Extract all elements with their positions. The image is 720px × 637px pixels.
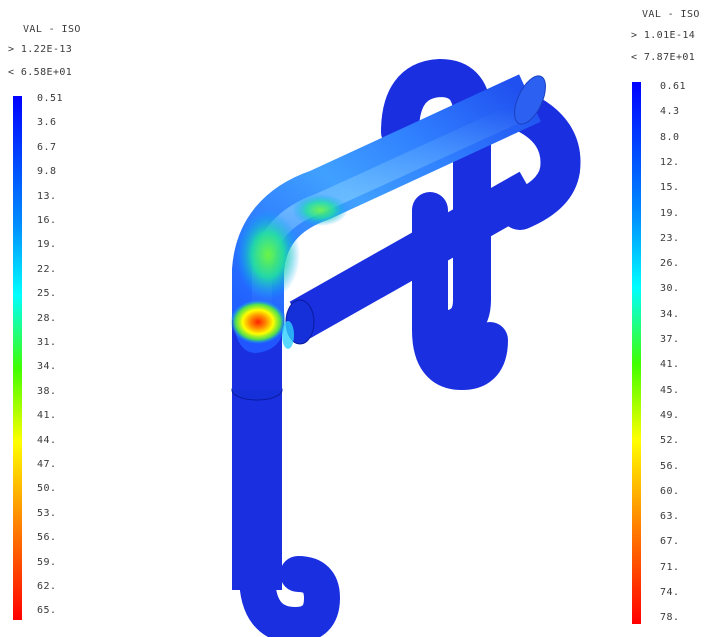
legend-tick-label: 26.: [660, 258, 680, 270]
legend-right-max: > 1.01E-14: [631, 30, 696, 41]
legend-left-max: > 1.22E-13: [8, 44, 73, 55]
legend-tick-label: 23.: [660, 232, 680, 244]
legend-tick-label: 41.: [37, 410, 57, 422]
legend-tick-label: 52.: [660, 435, 680, 447]
legend-tick-label: 12.: [660, 156, 680, 168]
legend-tick-label: 67.: [660, 536, 680, 548]
legend-tick-label: 74.: [660, 587, 680, 598]
legend-left: VAL - ISO > 1.22E-13 < 6.58E+01 0.51 3.6 6…: [0, 0, 110, 637]
legend-left-colorbar: [13, 96, 22, 620]
legend-tick-label: 31.: [37, 337, 57, 348]
legend-tick-label: 34.: [660, 308, 680, 320]
legend-tick-label: 19.: [37, 239, 57, 251]
legend-tick-label: 30.: [660, 283, 680, 295]
legend-tick-label: 19.: [660, 207, 680, 219]
main-vertical-pipe: [231, 379, 341, 637]
legend-tick-label: 22.: [37, 263, 57, 275]
legend-tick-label: 65.: [37, 605, 57, 617]
legend-tick-label: 15.: [660, 182, 680, 194]
legend-right: VAL - ISO > 1.01E-14 < 7.87E+01 0.61 4.3 8…: [610, 0, 720, 637]
legend-right-title: VAL - ISO: [642, 9, 700, 20]
legend-tick-label: 6.7: [37, 141, 57, 153]
legend-tick-label: 50.: [37, 483, 57, 495]
legend-tick-label: 38.: [37, 385, 57, 397]
legend-right-colorbar: [632, 82, 641, 624]
legend-tick-label: 62.: [37, 581, 57, 592]
legend-tick-label: 45.: [660, 384, 680, 396]
top-flow-pipe: [230, 74, 546, 349]
back-loop-pipe: [381, 58, 508, 391]
legend-left-title: VAL - ISO: [23, 24, 81, 35]
legend-left-min: < 6.58E+01: [8, 67, 73, 78]
right-elbow-pipe: [500, 90, 581, 230]
legend-tick-label: 56.: [37, 532, 57, 544]
legend-tick-label: 4.3: [660, 106, 680, 118]
legend-tick-label: 9.8: [37, 166, 57, 178]
legend-tick-label: 41.: [660, 359, 680, 371]
legend-tick-label: 78.: [660, 612, 680, 624]
legend-tick-label: 0.61: [660, 81, 687, 92]
legend-tick-label: 59.: [37, 556, 57, 568]
legend-right-min: < 7.87E+01: [631, 52, 696, 63]
legend-tick-label: 25.: [37, 288, 57, 300]
legend-tick-label: 60.: [660, 485, 680, 497]
legend-tick-label: 16.: [37, 215, 57, 226]
legend-tick-label: 49.: [660, 409, 680, 421]
legend-tick-label: 0.51: [37, 93, 64, 104]
legend-tick-label: 56.: [660, 460, 680, 472]
legend-tick-label: 34.: [37, 361, 57, 373]
legend-tick-label: 8.0: [660, 131, 680, 143]
legend-tick-label: 53.: [37, 507, 57, 519]
legend-tick-label: 47.: [37, 459, 57, 470]
legend-tick-label: 44.: [37, 434, 57, 446]
legend-tick-label: 63.: [660, 511, 680, 523]
legend-tick-label: 3.6: [37, 117, 57, 129]
legend-tick-label: 28.: [37, 312, 57, 324]
legend-tick-label: 71.: [660, 561, 680, 573]
legend-tick-label: 37.: [660, 334, 680, 345]
legend-tick-label: 13.: [37, 190, 57, 202]
